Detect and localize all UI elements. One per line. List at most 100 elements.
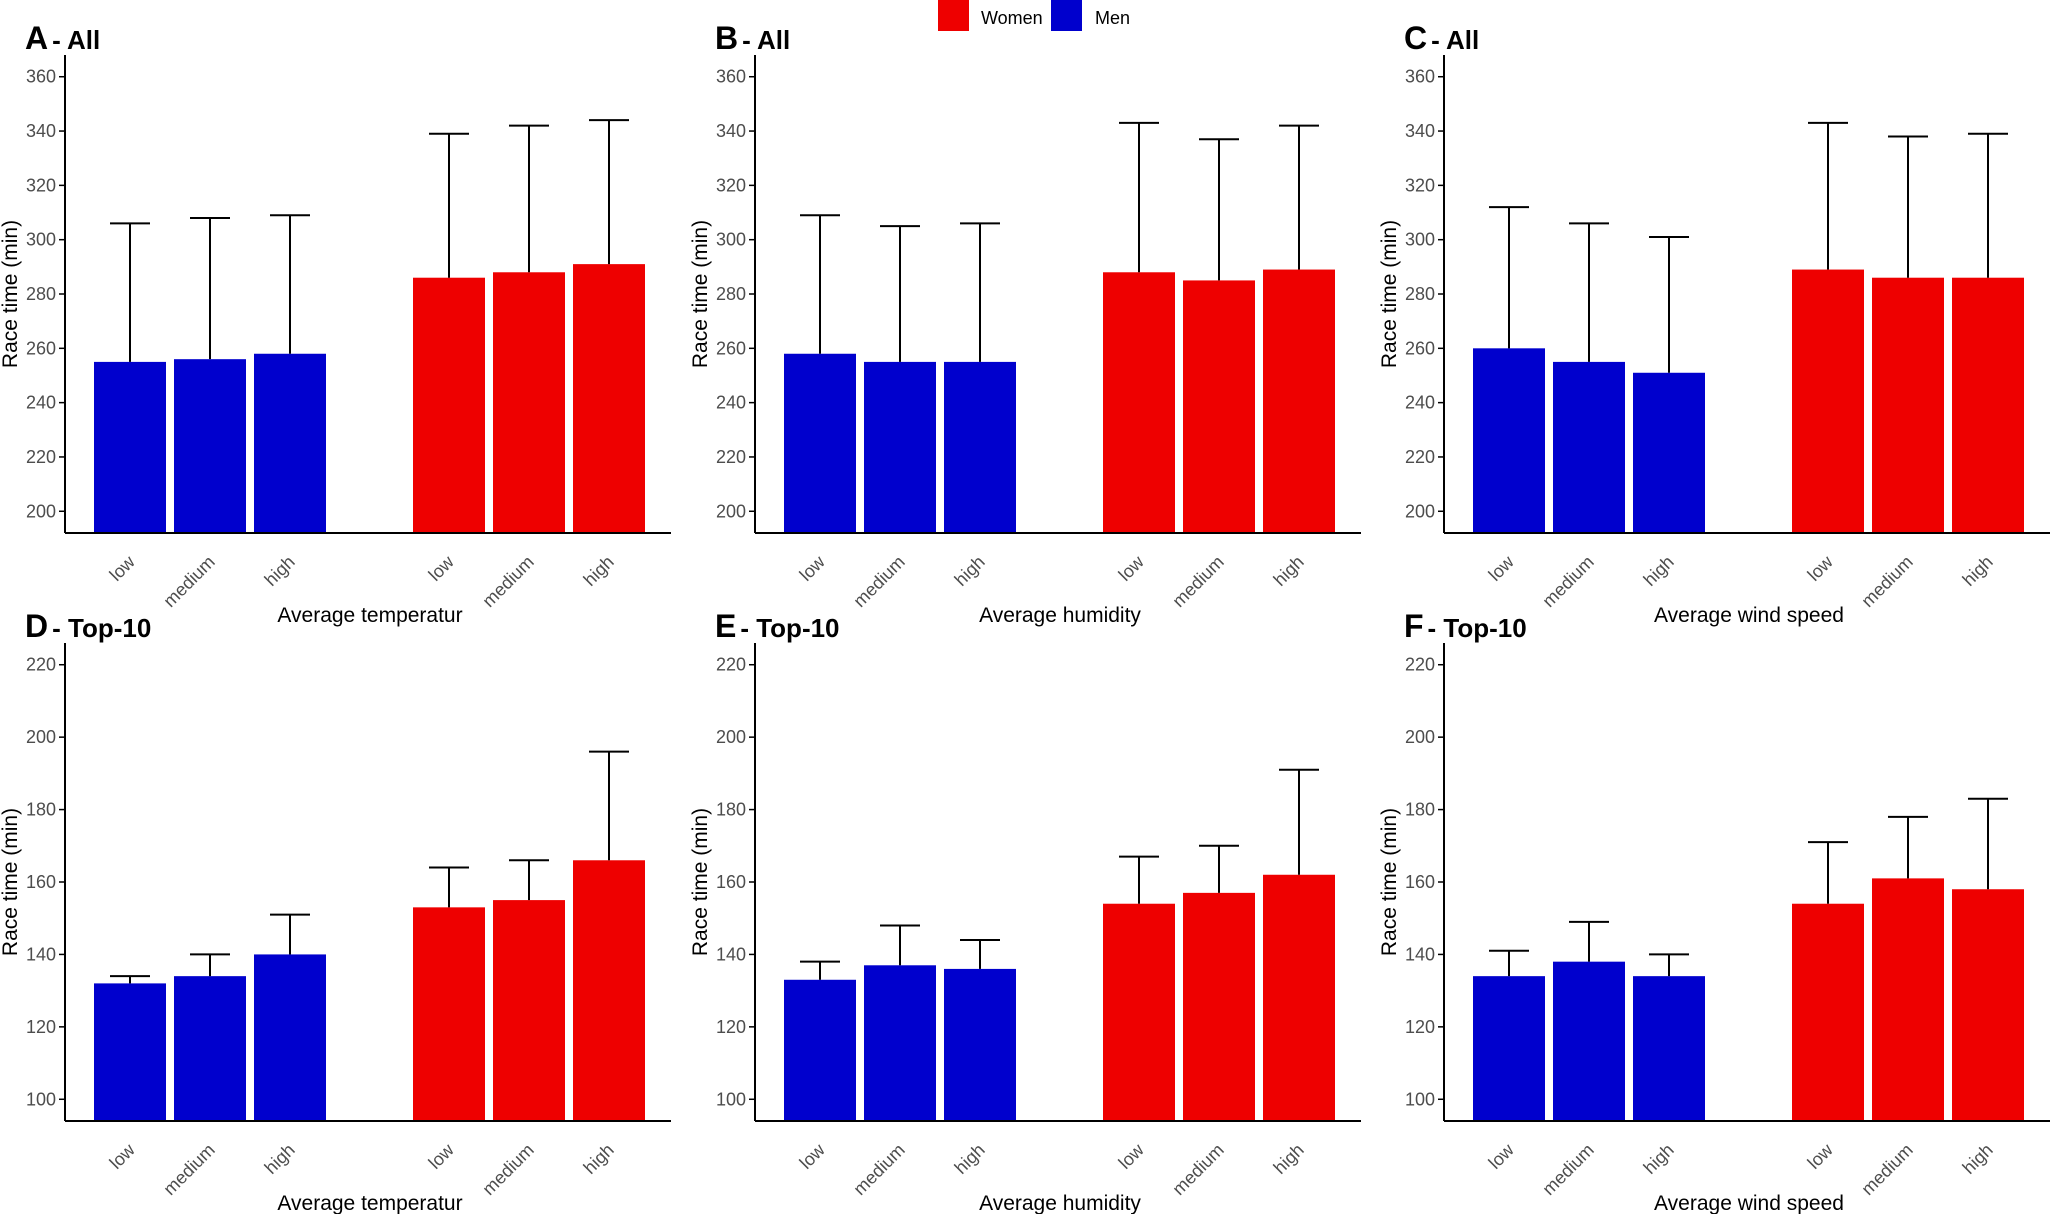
x-tick-label: low: [796, 1139, 830, 1173]
bar-women-low: [1792, 269, 1864, 533]
y-tick-label: 280: [716, 284, 746, 304]
x-tick-label: high: [951, 1140, 989, 1178]
panel-c-letter: C: [1404, 20, 1427, 56]
y-tick-label: 300: [1405, 230, 1435, 250]
bar-men-low: [784, 353, 856, 533]
panel-d-title: D- Top-10: [25, 608, 151, 644]
y-tick-label: 320: [26, 175, 56, 195]
y-tick-label: 100: [716, 1089, 746, 1109]
panel-f-title: F- Top-10: [1404, 608, 1527, 644]
y-tick-label: 140: [26, 944, 56, 964]
y-tick-label: 340: [716, 121, 746, 141]
y-tick-label: 200: [716, 727, 746, 747]
y-tick-label: 280: [26, 284, 56, 304]
bar-women-low: [1103, 903, 1175, 1121]
panel-f-subtitle: - Top-10: [1428, 613, 1527, 643]
bar-men-high: [944, 968, 1016, 1121]
y-tick-label: 340: [26, 121, 56, 141]
y-tick-label: 160: [1405, 872, 1435, 892]
x-tick-label: low: [425, 551, 459, 585]
panel-b-title: B- All: [715, 20, 790, 56]
legend-swatch-men: [1051, 0, 1082, 31]
x-tick-label: medium: [478, 552, 537, 611]
panel-e-subtitle: - Top-10: [740, 613, 839, 643]
bar-men-medium: [174, 976, 246, 1121]
x-tick-label: high: [951, 552, 989, 590]
y-tick-label: 220: [1405, 447, 1435, 467]
x-tick-label: low: [796, 551, 830, 585]
y-tick-label: 300: [716, 230, 746, 250]
y-axis-title: Race time (min): [689, 808, 712, 956]
bar-men-low: [94, 983, 166, 1121]
x-tick-label: high: [261, 552, 299, 590]
x-tick-label: high: [1640, 1140, 1678, 1178]
y-tick-label: 240: [1405, 393, 1435, 413]
panel-d-letter: D: [25, 608, 48, 644]
y-tick-label: 260: [1405, 338, 1435, 358]
legend-label-men: Men: [1095, 8, 1130, 28]
x-axis-title: Average wind speed: [1654, 1192, 1844, 1214]
y-tick-label: 120: [26, 1017, 56, 1037]
legend-label-women: Women: [981, 8, 1043, 28]
x-tick-label: high: [1959, 552, 1997, 590]
panel-d-subtitle: - Top-10: [52, 613, 151, 643]
x-tick-label: high: [261, 1140, 299, 1178]
bar-men-medium: [1553, 361, 1625, 533]
x-tick-label: high: [1959, 1140, 1997, 1178]
x-tick-label: low: [1485, 551, 1519, 585]
y-tick-label: 200: [1405, 501, 1435, 521]
x-axis-title: Average wind speed: [1654, 604, 1844, 627]
bar-men-low: [94, 361, 166, 533]
bar-women-high: [573, 264, 645, 533]
bar-women-medium: [493, 900, 565, 1121]
y-tick-label: 160: [26, 872, 56, 892]
x-tick-label: high: [1270, 552, 1308, 590]
x-tick-label: low: [1115, 551, 1149, 585]
bar-women-low: [1792, 903, 1864, 1121]
bar-men-high: [1633, 976, 1705, 1121]
y-tick-label: 240: [716, 393, 746, 413]
bar-women-medium: [1183, 892, 1255, 1121]
x-tick-label: high: [1270, 1140, 1308, 1178]
x-tick-label: medium: [159, 552, 218, 611]
y-tick-label: 280: [1405, 284, 1435, 304]
bar-women-medium: [1183, 280, 1255, 533]
x-tick-label: medium: [1857, 552, 1916, 611]
y-tick-label: 360: [26, 67, 56, 87]
y-tick-label: 140: [1405, 944, 1435, 964]
y-tick-label: 360: [1405, 67, 1435, 87]
x-tick-label: medium: [159, 1140, 218, 1199]
x-tick-label: medium: [1538, 552, 1597, 611]
bar-men-low: [784, 979, 856, 1121]
y-tick-label: 200: [1405, 727, 1435, 747]
legend: Women Men: [938, 0, 1130, 31]
legend-swatch-women: [938, 0, 969, 31]
panel-e-letter: E: [715, 608, 736, 644]
y-tick-label: 220: [716, 655, 746, 675]
x-tick-label: high: [580, 552, 618, 590]
bar-men-high: [254, 954, 326, 1121]
x-tick-label: low: [106, 551, 140, 585]
panel-e-title: E- Top-10: [715, 608, 840, 644]
bar-women-medium: [1872, 878, 1944, 1121]
y-tick-label: 240: [26, 393, 56, 413]
bar-men-high: [1633, 372, 1705, 533]
y-tick-label: 200: [26, 501, 56, 521]
y-axis-title: Race time (min): [0, 220, 22, 368]
y-tick-label: 220: [26, 655, 56, 675]
panel-d: D- Top-10 100 120 140 160 180 200 220 low medium h…: [0, 608, 671, 1214]
y-tick-label: 140: [716, 944, 746, 964]
y-tick-label: 220: [716, 447, 746, 467]
panel-a-subtitle: - All: [52, 25, 100, 55]
bar-men-medium: [174, 359, 246, 533]
bar-women-high: [1952, 889, 2024, 1121]
x-tick-label: low: [1115, 1139, 1149, 1173]
y-tick-label: 180: [26, 800, 56, 820]
panel-b-subtitle: - All: [742, 25, 790, 55]
bar-women-high: [1263, 874, 1335, 1121]
bar-women-high: [1263, 269, 1335, 533]
y-tick-label: 340: [1405, 121, 1435, 141]
y-tick-label: 160: [716, 872, 746, 892]
